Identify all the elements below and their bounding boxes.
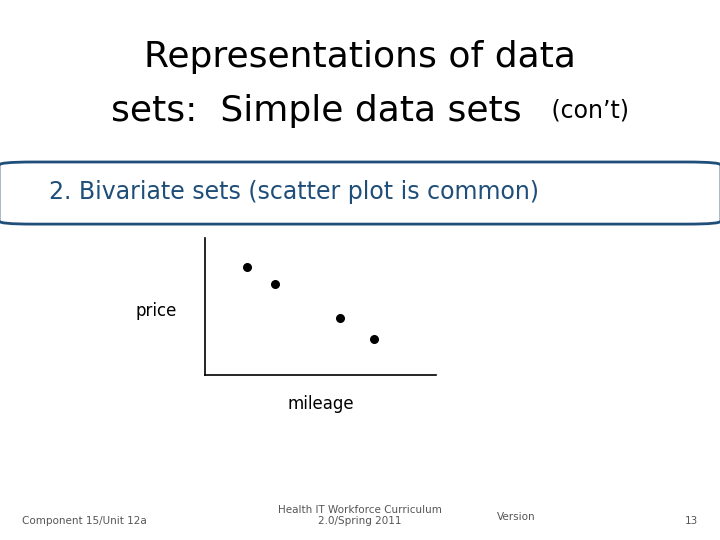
Point <box>270 280 282 288</box>
Text: Component 15/Unit 12a: Component 15/Unit 12a <box>22 516 146 526</box>
Point <box>242 262 253 271</box>
Text: Representations of data: Representations of data <box>144 40 576 73</box>
Text: 2. Bivariate sets (scatter plot is common): 2. Bivariate sets (scatter plot is commo… <box>49 180 539 204</box>
Text: price: price <box>135 301 176 320</box>
Point <box>334 314 346 323</box>
Text: Health IT Workforce Curriculum
2.0/Spring 2011: Health IT Workforce Curriculum 2.0/Sprin… <box>278 505 442 526</box>
Text: Version: Version <box>497 512 536 522</box>
Text: (con’t): (con’t) <box>544 99 629 123</box>
Point <box>368 335 379 343</box>
Text: sets:  Simple data sets: sets: Simple data sets <box>112 94 522 127</box>
Text: mileage: mileage <box>287 395 354 413</box>
FancyBboxPatch shape <box>0 162 720 224</box>
Text: 13: 13 <box>685 516 698 526</box>
